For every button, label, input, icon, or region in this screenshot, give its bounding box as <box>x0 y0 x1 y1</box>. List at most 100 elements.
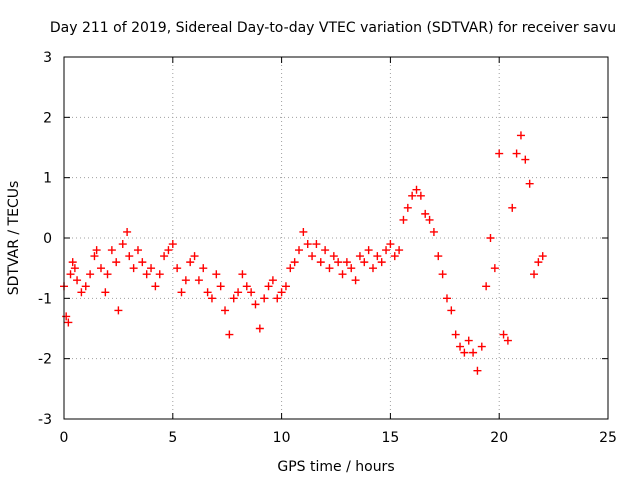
data-point <box>508 203 517 212</box>
axis-ticks: 0 5 10 15 20 25 -3 -2 -1 0 1 2 3 <box>38 50 617 446</box>
data-point <box>456 342 465 351</box>
data-point <box>216 282 225 291</box>
data-point <box>199 264 208 273</box>
data-point <box>212 270 221 279</box>
data-point <box>96 264 105 273</box>
data-point <box>290 258 299 267</box>
x-tick-label: 15 <box>381 430 399 446</box>
x-tick-label: 10 <box>273 430 291 446</box>
data-point <box>530 270 539 279</box>
y-tick-label: -2 <box>38 352 52 368</box>
y-tick-label: 2 <box>43 110 52 126</box>
data-point <box>147 264 156 273</box>
data-point <box>251 300 260 309</box>
data-point <box>538 252 547 261</box>
data-point <box>281 282 290 291</box>
data-point <box>412 185 421 194</box>
data-point <box>299 227 308 236</box>
x-tick-label: 5 <box>168 430 177 446</box>
data-point <box>464 336 473 345</box>
data-point <box>255 324 264 333</box>
data-point <box>368 264 377 273</box>
data-point <box>460 348 469 357</box>
data-point <box>238 270 247 279</box>
data-point <box>503 336 512 345</box>
data-point <box>377 258 386 267</box>
data-point <box>123 227 132 236</box>
data-point <box>203 288 212 297</box>
data-point <box>151 282 160 291</box>
data-point <box>438 270 447 279</box>
y-axis-label: SDTVAR / TECUs <box>6 181 22 296</box>
data-point <box>373 252 382 261</box>
data-point <box>447 306 456 315</box>
data-point <box>73 276 82 285</box>
data-point <box>160 252 169 261</box>
data-point <box>425 215 434 224</box>
data-point <box>125 252 134 261</box>
data-point <box>342 258 351 267</box>
data-point <box>268 276 277 285</box>
data-point <box>207 294 216 303</box>
data-point <box>499 330 508 339</box>
data-point <box>129 264 138 273</box>
x-axis-label: GPS time / hours <box>277 459 394 475</box>
grid <box>64 57 608 419</box>
data-point <box>312 240 321 249</box>
data-point <box>92 246 101 255</box>
data-point <box>186 258 195 267</box>
data-point <box>277 288 286 297</box>
data-point <box>386 240 395 249</box>
data-point <box>477 342 486 351</box>
data-series <box>60 131 547 375</box>
data-point <box>168 240 177 249</box>
data-point <box>516 131 525 140</box>
data-point <box>355 252 364 261</box>
data-point <box>416 191 425 200</box>
data-point <box>495 149 504 158</box>
y-tick-label: -1 <box>38 291 52 307</box>
data-point <box>64 318 73 327</box>
data-point <box>434 252 443 261</box>
data-point <box>286 264 295 273</box>
data-point <box>103 270 112 279</box>
data-point <box>512 149 521 158</box>
data-point <box>295 246 304 255</box>
data-point <box>390 252 399 261</box>
data-point <box>451 330 460 339</box>
data-point <box>194 276 203 285</box>
data-point <box>101 288 110 297</box>
data-point <box>525 179 534 188</box>
data-point <box>264 282 273 291</box>
y-tick-label: -3 <box>38 412 52 428</box>
data-point <box>260 294 269 303</box>
data-point <box>155 270 164 279</box>
data-point <box>421 209 430 218</box>
data-point <box>81 282 90 291</box>
x-tick-label: 0 <box>60 430 69 446</box>
data-point <box>242 282 251 291</box>
data-point <box>133 246 142 255</box>
data-point <box>118 240 127 249</box>
x-tick-label: 25 <box>599 430 617 446</box>
data-point <box>321 246 330 255</box>
data-point <box>90 252 99 261</box>
data-point <box>325 264 334 273</box>
data-point <box>482 282 491 291</box>
data-point <box>403 203 412 212</box>
data-point <box>77 288 86 297</box>
data-point <box>399 215 408 224</box>
y-tick-label: 3 <box>43 50 52 66</box>
data-point <box>86 270 95 279</box>
data-point <box>408 191 417 200</box>
data-point <box>68 258 77 267</box>
data-point <box>177 288 186 297</box>
data-point <box>112 258 121 267</box>
x-tick-label: 20 <box>490 430 508 446</box>
data-point <box>334 258 343 267</box>
data-point <box>490 264 499 273</box>
data-point <box>338 270 347 279</box>
data-point <box>164 246 173 255</box>
